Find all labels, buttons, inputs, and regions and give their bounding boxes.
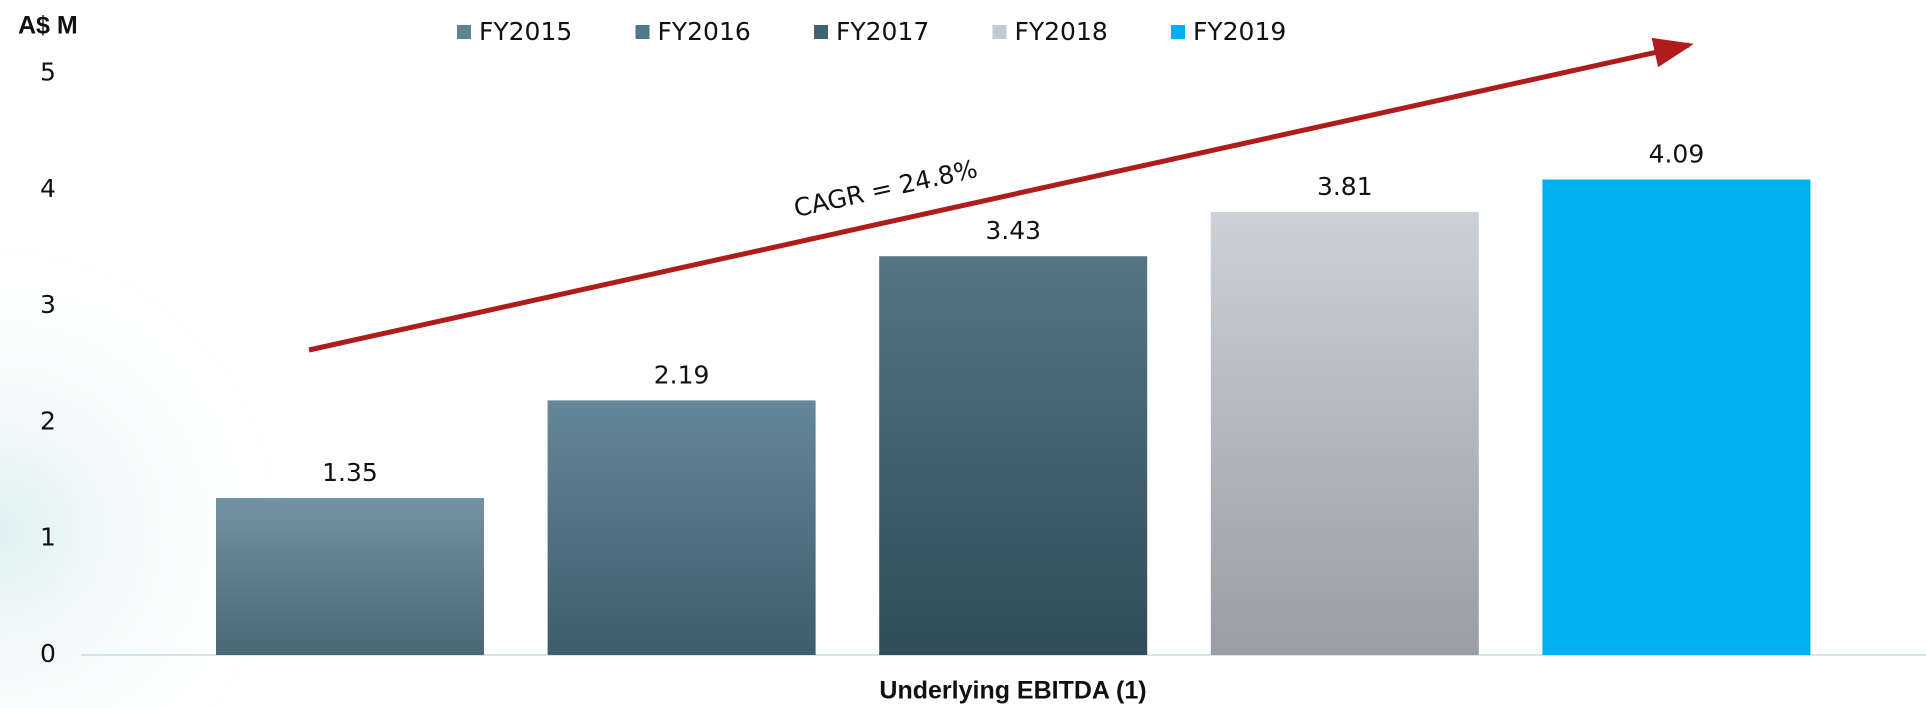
value-label: 2.19	[654, 360, 710, 389]
bar	[1210, 212, 1479, 656]
value-label: 3.81	[1317, 172, 1373, 201]
legend-label: FY2017	[836, 17, 929, 46]
value-label: 3.43	[985, 216, 1041, 245]
legend-swatch	[992, 25, 1007, 39]
trend-arrow	[308, 37, 1694, 353]
legend-swatch	[457, 25, 471, 39]
legend-label: FY2019	[1193, 17, 1286, 46]
x-axis-label: Underlying EBITDA (1)	[879, 677, 1146, 705]
annotation: CAGR = 24.8%	[791, 154, 980, 223]
y-tick-label: 2	[40, 406, 56, 435]
legend-label: FY2015	[479, 17, 572, 46]
legend-swatch	[635, 25, 650, 39]
bar	[879, 256, 1148, 655]
value-label: 4.09	[1649, 139, 1705, 168]
y-tick-label: 1	[40, 523, 56, 552]
y-tick-label: 0	[40, 639, 56, 668]
bar	[1542, 179, 1811, 656]
legend-swatch	[814, 25, 828, 39]
bar	[216, 498, 484, 655]
value-label: 1.35	[322, 458, 378, 487]
bar	[547, 400, 816, 655]
legend-label: FY2018	[1015, 17, 1108, 46]
y-tick-label: 3	[40, 290, 56, 319]
y-tick-label: 5	[40, 58, 56, 87]
y-tick-label: 4	[40, 174, 56, 203]
legend-swatch	[1171, 25, 1185, 39]
legend-label: FY2016	[658, 17, 751, 46]
y-axis-label: A$ M	[18, 12, 78, 40]
